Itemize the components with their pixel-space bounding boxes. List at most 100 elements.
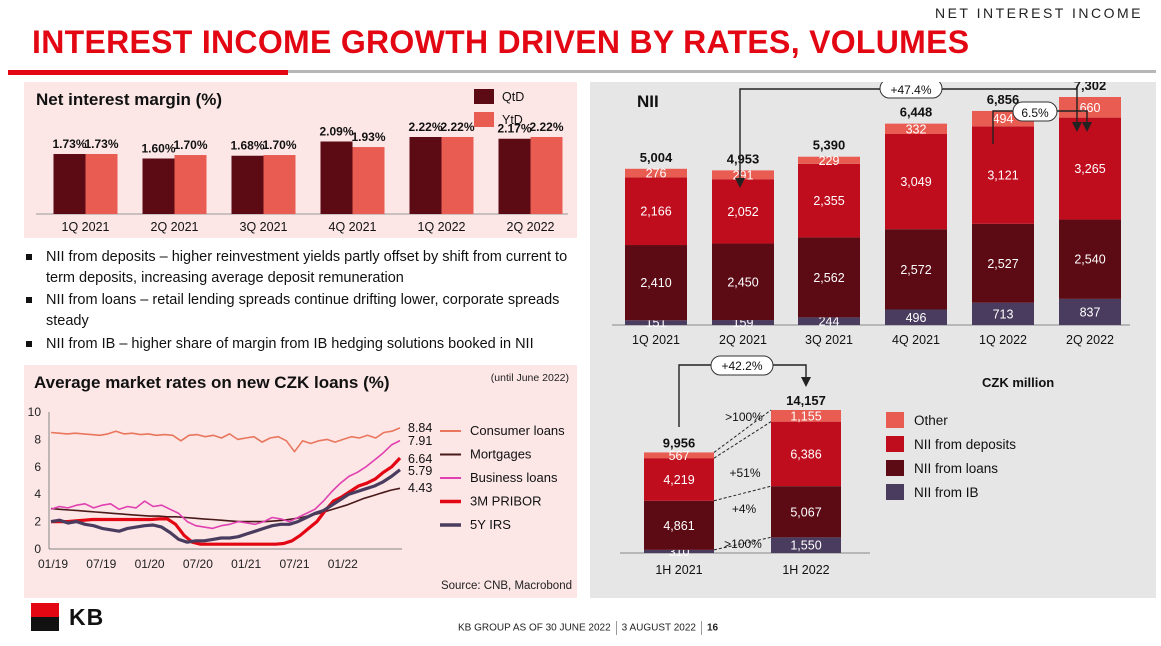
legend-label: Mortgages	[470, 447, 532, 462]
segment-label: 3,049	[900, 175, 931, 189]
bullet-item: NII from loans – retail lending spreads …	[24, 290, 577, 332]
x-tick-label: 1H 2021	[655, 563, 702, 577]
bullet-item: NII from IB – higher share of margin fro…	[24, 334, 577, 355]
rates-note: (until June 2022)	[490, 372, 569, 384]
x-tick-label: 1Q 2021	[632, 333, 680, 347]
segment-label: 713	[993, 307, 1014, 321]
x-tick-label: 3Q 2021	[805, 333, 853, 347]
rates-panel: Average market rates on new CZK loans (%…	[24, 365, 577, 598]
bar-qtd	[53, 153, 86, 214]
bar-qtd	[498, 138, 531, 214]
bar-qtd	[409, 137, 442, 214]
total-label: 6,856	[987, 92, 1020, 107]
end-label: 7.91	[408, 434, 432, 448]
x-tick-label: 1H 2022	[782, 563, 829, 577]
line-3m-pribor	[51, 456, 402, 546]
legend-label: NII from loans	[914, 461, 998, 476]
growth-arrow-head	[735, 178, 745, 188]
y-tick-label: 2	[34, 515, 41, 529]
dashed-connector	[713, 409, 772, 453]
x-tick-label: 07/20	[183, 557, 213, 571]
line-consumer-loans	[50, 427, 401, 453]
growth-pill	[710, 355, 774, 376]
legend-label: NII from IB	[914, 485, 979, 500]
bar-segment-nii-from-loans	[1059, 219, 1121, 299]
x-tick-label: 07/21	[279, 557, 309, 571]
bar-segment-nii-from-loans	[972, 223, 1034, 303]
bar-ytd	[174, 155, 207, 214]
x-tick-label: 2Q 2022	[1066, 333, 1114, 347]
bar-segment-nii-from-ib	[625, 320, 687, 325]
bar-ytd	[530, 137, 563, 214]
bar-segment-nii-from-deposits	[1059, 117, 1121, 220]
nim-title: Net interest margin (%)	[36, 90, 223, 109]
line-5y-irs	[50, 468, 401, 544]
growth-annotation: +42.2%	[721, 359, 762, 373]
data-label: 1.93%	[351, 130, 385, 144]
x-tick-label: 4Q 2021	[329, 220, 377, 234]
segment-label: 496	[906, 311, 927, 325]
x-tick-label: 1Q 2021	[62, 220, 110, 234]
bar-qtd	[142, 158, 175, 214]
segment-label: 2,166	[640, 205, 671, 219]
end-label: 8.84	[408, 421, 432, 435]
segment-label: 2,052	[727, 205, 758, 219]
bar-qtd	[320, 141, 353, 214]
bar-ytd	[352, 147, 385, 214]
segment-label: 494	[993, 112, 1014, 126]
segment-label: 229	[819, 154, 840, 168]
x-tick-label: 01/21	[231, 557, 261, 571]
data-label: 1.73%	[84, 137, 118, 151]
segment-label: 1,155	[790, 409, 821, 423]
bar-segment-nii-from-deposits	[712, 179, 774, 244]
segment-label: 567	[669, 449, 690, 463]
x-tick-label: 01/20	[135, 557, 165, 571]
segment-label: 276	[646, 167, 667, 181]
title-rule	[8, 70, 1156, 73]
x-tick-label: 2Q 2021	[151, 220, 199, 234]
kb-logo: KB	[31, 603, 117, 631]
nii-title: NII	[637, 92, 659, 111]
page-number: 16	[706, 622, 719, 634]
legend-swatch-ytd	[474, 112, 494, 127]
segment-label: 2,572	[900, 263, 931, 277]
segment-label: 4,861	[663, 519, 694, 533]
segment-label: 2,562	[813, 271, 844, 285]
bar-segment-nii-from-loans	[798, 237, 860, 318]
end-label: 6.64	[408, 452, 432, 466]
legend-swatch	[886, 412, 904, 428]
data-label: 2.22%	[529, 120, 563, 134]
segment-label: 3,121	[987, 169, 1018, 183]
bar-segment-other	[771, 409, 841, 422]
data-label: 1.70%	[262, 138, 296, 152]
end-label: 5.79	[408, 464, 432, 478]
legend-label: Consumer loans	[470, 423, 565, 438]
bar-segment-other	[625, 168, 687, 178]
segment-label: 4,219	[663, 473, 694, 487]
segment-label: 6,386	[790, 447, 821, 461]
segment-label: 3,265	[1074, 162, 1105, 176]
segment-label: 2,527	[987, 257, 1018, 271]
nii-panel: NII CZK million 151 2,410 2,166 276 5,004 1Q …	[590, 82, 1156, 598]
y-tick-label: 8	[34, 432, 41, 446]
bar-segment-nii-from-ib	[771, 537, 841, 553]
bar-segment-other	[1059, 97, 1121, 118]
x-tick-label: 2Q 2021	[719, 333, 767, 347]
rates-source: Source: CNB, Macrobond	[440, 580, 572, 592]
legend-label-ytd: YtD	[502, 113, 523, 127]
data-label: 1.70%	[173, 138, 207, 152]
title-rule-accent	[8, 70, 288, 75]
data-label: 2.09%	[319, 125, 353, 139]
bar-segment-nii-from-ib	[885, 309, 947, 325]
segment-label: 2,410	[640, 276, 671, 290]
x-tick-label: 1Q 2022	[979, 333, 1027, 347]
bar-qtd	[231, 155, 264, 214]
line-mortgages	[50, 487, 401, 523]
segment-label: 244	[819, 315, 840, 329]
y-tick-label: 4	[34, 487, 41, 501]
x-tick-label: 01/19	[38, 557, 68, 571]
data-label: 2.17%	[497, 122, 531, 136]
data-label: 1.73%	[52, 137, 86, 151]
growth-annotation: 6.5%	[1021, 106, 1049, 120]
dashed-connector	[713, 485, 772, 502]
